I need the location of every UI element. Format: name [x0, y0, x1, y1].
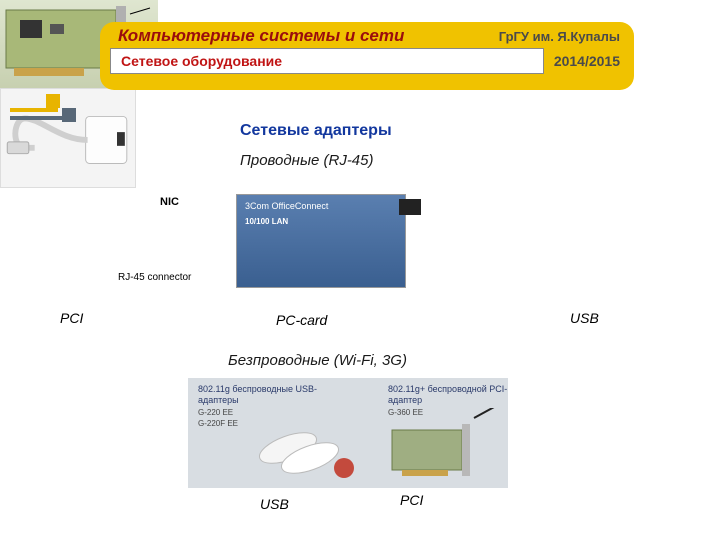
- pccard-connector: [399, 199, 421, 215]
- topic-box: Сетевое оборудование: [110, 48, 544, 74]
- pccard-brand: 3Com OfficeConnect: [245, 201, 328, 211]
- wireless-pci-caption: PCI: [400, 492, 423, 508]
- wireless-usb-caption: USB: [260, 496, 289, 512]
- wired-subtitle: Проводные (RJ-45): [240, 152, 374, 169]
- usb-caption: USB: [570, 310, 599, 326]
- pci-caption: PCI: [60, 310, 83, 326]
- section-title: Сетевые адаптеры: [240, 122, 392, 140]
- course-title: Компьютерные системы и сети: [118, 26, 404, 46]
- academic-year: 2014/2015: [554, 53, 620, 69]
- header-sub-row: Сетевое оборудование 2014/2015: [100, 48, 634, 80]
- pccard-caption: PC-card: [276, 312, 327, 328]
- wireless-subtitle: Безпроводные (Wi-Fi, 3G): [228, 352, 407, 369]
- pccard-image: 3Com OfficeConnect 10/100 LAN: [236, 194, 406, 288]
- slide-header: Компьютерные системы и сети ГрГУ им. Я.К…: [100, 22, 634, 90]
- pccard-speed: 10/100 LAN: [245, 217, 288, 226]
- header-top-row: Компьютерные системы и сети ГрГУ им. Я.К…: [100, 22, 634, 48]
- rj45-label: RJ-45 connector: [118, 272, 191, 283]
- university-name: ГрГУ им. Я.Купалы: [499, 29, 620, 44]
- decorative-marks: [10, 98, 80, 132]
- nic-label: NIC: [160, 196, 179, 208]
- wireless-adapters-image: 802.11g беспроводные USB-адаптеры G-220 …: [188, 378, 508, 488]
